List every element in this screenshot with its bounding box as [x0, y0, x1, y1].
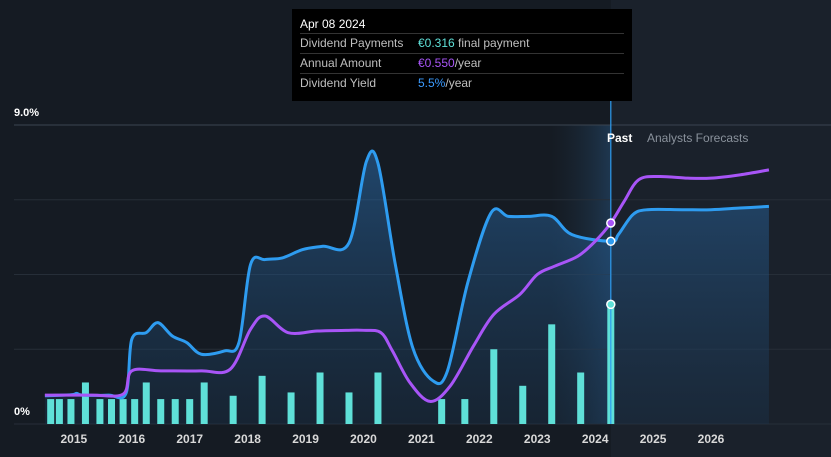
annual-marker	[606, 218, 616, 228]
x-tick-label: 2023	[524, 432, 551, 446]
payment-bar	[519, 385, 527, 424]
x-tick-label: 2015	[61, 432, 88, 446]
payment-bar	[316, 372, 324, 424]
payment-bar	[157, 399, 165, 424]
payment-bar	[171, 399, 179, 424]
payment-bar	[119, 399, 127, 424]
x-tick-label: 2021	[408, 432, 435, 446]
x-tick-label: 2026	[698, 432, 725, 446]
payment-bar	[577, 372, 585, 424]
tooltip-label: Dividend Payments	[300, 36, 404, 50]
payment-bar	[438, 399, 446, 424]
payment-bar	[81, 382, 89, 424]
payment-bar	[490, 349, 498, 424]
tooltip-suffix: final payment	[454, 36, 530, 50]
tooltip-row-yield: Dividend Yield 5.5%/year	[300, 73, 624, 93]
x-tick-label: 2020	[350, 432, 377, 446]
x-tick-label: 2022	[466, 432, 493, 446]
tooltip-row-payments: Dividend Payments €0.316 final payment	[300, 33, 624, 53]
tooltip-suffix: /year	[445, 76, 473, 90]
payment-bar	[258, 375, 266, 424]
x-axis-ticks: 2015 2016 2017 2018 2019 2020 2021 2022 2023 2024…	[61, 432, 725, 446]
yield-area-fill	[44, 150, 769, 424]
tooltip-row-annual: Annual Amount €0.550/year	[300, 53, 624, 73]
payment-bar	[345, 392, 353, 424]
y-axis-max-label: 9.0%	[14, 107, 40, 119]
tooltip-suffix: /year	[454, 56, 482, 70]
hover-markers	[606, 218, 616, 310]
y-axis-min-label: 0%	[14, 406, 30, 418]
payment-bar	[67, 399, 75, 424]
tooltip-label: Annual Amount	[300, 56, 382, 70]
x-tick-label: 2016	[118, 432, 145, 446]
x-tick-label: 2017	[176, 432, 203, 446]
past-segment-label[interactable]: Past	[607, 131, 633, 145]
payment-bar	[131, 399, 139, 424]
annual-amount-line	[44, 168, 770, 403]
payment-bar	[108, 399, 116, 424]
payment-bar	[55, 399, 63, 424]
payment-bar	[186, 399, 194, 424]
x-tick-label: 2019	[292, 432, 319, 446]
tooltip-label: Dividend Yield	[300, 76, 377, 90]
tooltip-date: Apr 08 2024	[300, 17, 366, 31]
yield-marker	[606, 236, 616, 247]
x-tick-label: 2024	[582, 432, 609, 446]
tooltip-value: €0.550	[418, 56, 455, 70]
x-tick-label: 2025	[640, 432, 667, 446]
payment-bar	[96, 399, 104, 424]
payment-bar	[374, 372, 382, 424]
payment-marker	[606, 299, 616, 310]
payment-bar	[548, 324, 556, 424]
tooltip-value: 5.5%	[418, 76, 446, 90]
payment-bar	[200, 382, 208, 424]
chart-tooltip: Apr 08 2024 Dividend Payments €0.316 fin…	[292, 9, 632, 101]
forecast-segment-label[interactable]: Analysts Forecasts	[647, 131, 749, 145]
payment-bar	[287, 392, 295, 424]
tooltip-value: €0.316	[418, 36, 455, 50]
payment-bar	[461, 399, 469, 424]
payment-bar	[142, 382, 150, 424]
payment-bar	[229, 395, 237, 424]
payment-bar	[47, 399, 55, 424]
x-tick-label: 2018	[234, 432, 261, 446]
